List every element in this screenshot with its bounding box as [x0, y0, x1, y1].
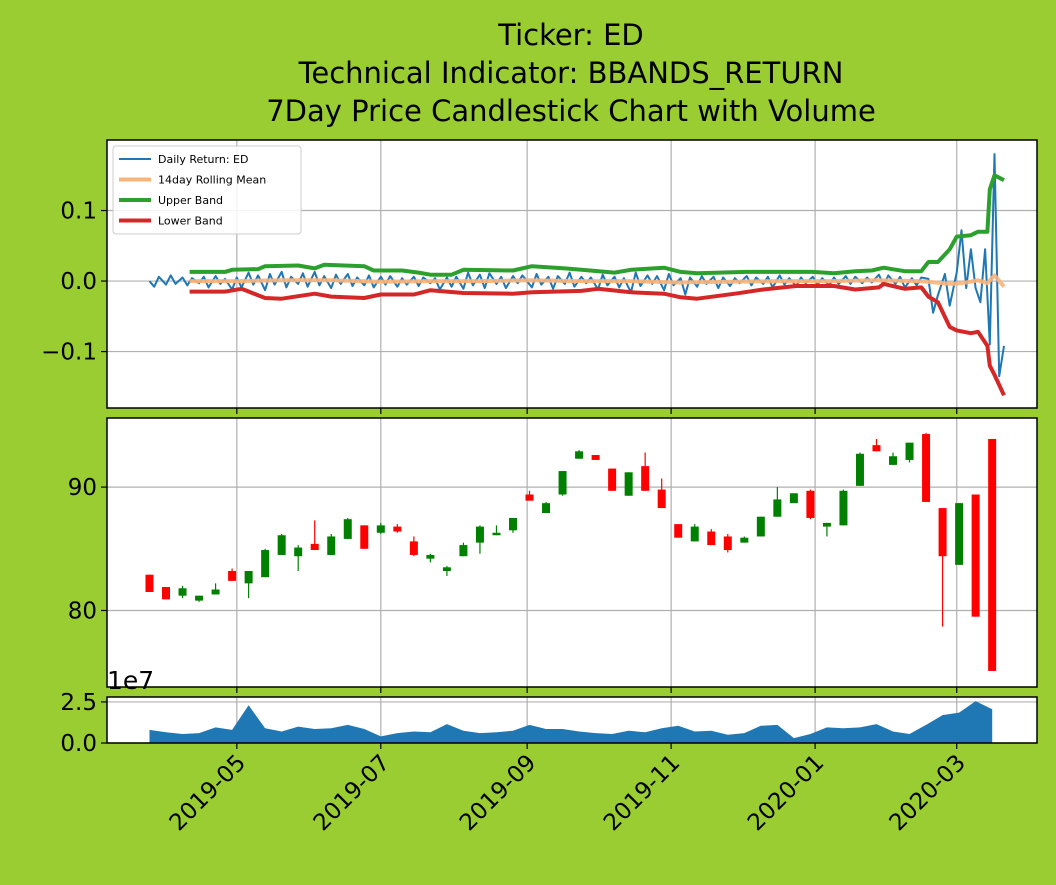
legend-label-2: Upper Band [158, 194, 223, 207]
candle-body [658, 490, 666, 509]
candle-body [360, 525, 368, 548]
candle-body [872, 445, 880, 451]
y-tick-label: 0.1 [60, 199, 97, 225]
candle-body [790, 493, 798, 503]
price-plot-area [107, 418, 1037, 687]
candle-body [740, 538, 748, 543]
candle-body [245, 571, 253, 583]
y-tick-label: 0.0 [60, 269, 97, 295]
candle-body [377, 525, 385, 532]
candle-body [228, 571, 236, 581]
candle-body [839, 491, 847, 526]
candle-body [426, 555, 434, 559]
price-panel: 80 90 [68, 418, 1037, 687]
indicator-panel: −0.1 0.0 0.1 Daily Return: ED 14day Rolling… [41, 140, 1037, 408]
candle-body [179, 588, 187, 595]
candle-body [278, 535, 286, 555]
candle-body [922, 434, 930, 502]
candle-body [344, 519, 352, 539]
candle-body [955, 503, 963, 565]
candle-body [311, 544, 319, 550]
candle-body [806, 491, 814, 518]
volume-scale-label: 1e7 [107, 666, 154, 695]
candle-body [757, 517, 765, 537]
candle-body [294, 548, 302, 557]
candle-body [972, 495, 980, 617]
candle-body [773, 499, 781, 516]
y-tick-label: −0.1 [41, 340, 97, 366]
candle-body [707, 532, 715, 546]
candle-body [492, 533, 500, 535]
candle-body [592, 455, 600, 460]
y-tick-label: 90 [68, 475, 97, 501]
candle-body [509, 518, 517, 530]
candle-body [608, 469, 616, 491]
candle-body [889, 456, 897, 465]
candle-body [327, 536, 335, 555]
candle-body [459, 545, 467, 556]
candle-body [724, 536, 732, 550]
candle-body [906, 443, 914, 460]
legend-label-3: Lower Band [158, 215, 223, 228]
title-line-1: Ticker: ED [497, 18, 643, 52]
candle-body [410, 541, 418, 555]
candle-body [195, 596, 203, 601]
y-tick-label: 2.5 [60, 690, 97, 716]
candle-body [559, 471, 567, 494]
candle-body [261, 550, 269, 577]
candle-body [823, 523, 831, 527]
candle-body [625, 472, 633, 495]
candle-body [393, 527, 401, 532]
candle-body [542, 503, 550, 513]
candle-body [476, 527, 484, 543]
candle-body [988, 439, 996, 671]
candle-body [691, 527, 699, 542]
title-line-2: Technical Indicator: BBANDS_RETURN [298, 56, 844, 90]
candle-body [145, 575, 153, 592]
candle-body [443, 567, 451, 571]
candle-body [939, 508, 947, 556]
candle-body [674, 524, 682, 538]
y-tick-label: 0.0 [60, 731, 97, 757]
title-line-3: 7Day Price Candlestick Chart with Volume [266, 94, 876, 128]
candle-body [162, 587, 170, 599]
candle-body [641, 466, 649, 491]
legend-label-1: 14day Rolling Mean [158, 174, 266, 187]
legend-label-0: Daily Return: ED [158, 153, 248, 166]
candle-body [526, 495, 534, 501]
candle-body [212, 590, 220, 595]
candle-body [856, 454, 864, 486]
indicator-legend: Daily Return: ED 14day Rolling Mean Upper … [113, 146, 301, 234]
y-tick-label: 80 [68, 598, 97, 624]
candle-body [575, 451, 583, 458]
